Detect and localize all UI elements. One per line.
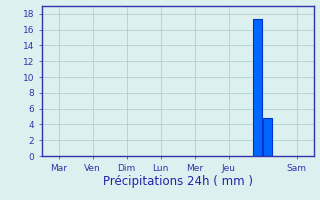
- Bar: [263, 118, 272, 156]
- Bar: [253, 19, 262, 156]
- X-axis label: Précipitations 24h ( mm ): Précipitations 24h ( mm ): [103, 175, 252, 188]
